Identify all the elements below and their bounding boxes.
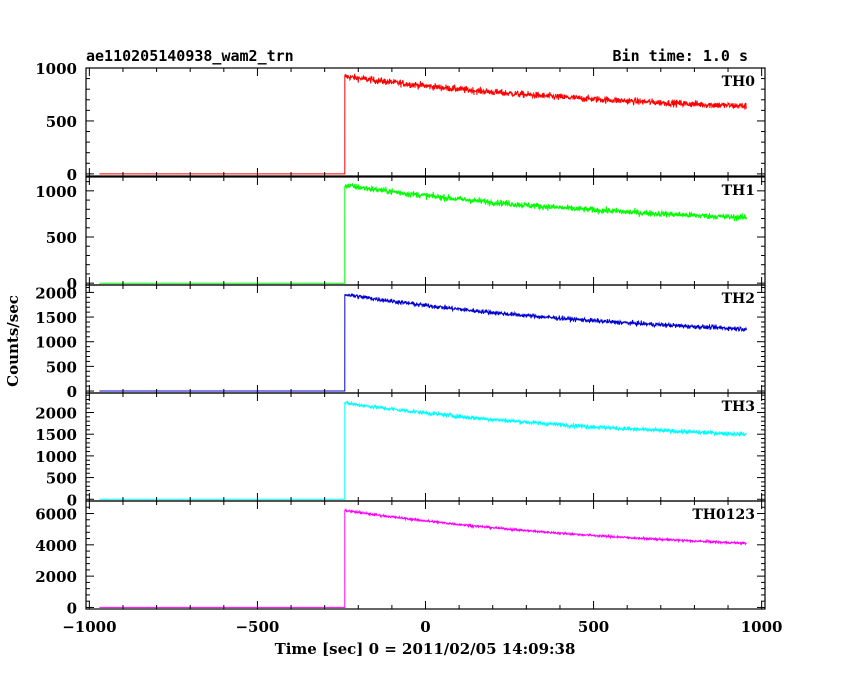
panel-label-th0123: TH0123: [692, 507, 755, 523]
y-tick-label: 6000: [35, 506, 77, 524]
y-tick-label: 0: [67, 491, 77, 509]
panel-label-th0: TH0: [722, 74, 756, 90]
y-tick-label: 0: [67, 383, 77, 401]
panels-group: 0 500 1000 TH0 0 500 1000 TH1 0 500 1000 1500 2000 TH…: [35, 60, 782, 636]
x-tick-label: 1000: [741, 618, 783, 636]
panel-label-th3: TH3: [722, 399, 755, 415]
panel-frame: [85, 284, 766, 394]
panel-label-th2: TH2: [722, 291, 755, 307]
y-tick-label: 500: [46, 229, 77, 247]
y-tick-label: 2000: [35, 405, 77, 423]
panel-th1: 0 500 1000 TH1: [35, 176, 766, 293]
x-tick-label: −500: [235, 618, 279, 636]
y-tick-label: 0: [67, 599, 77, 617]
bin-time-label: Bin time: 1.0 s: [613, 47, 748, 65]
y-tick-label: 1000: [35, 448, 77, 466]
y-tick-label: 500: [46, 470, 77, 488]
panel-th2: 0 500 1000 1500 2000 TH2: [35, 284, 766, 401]
x-tick-label: −1000: [62, 618, 116, 636]
series-line-th2: [99, 292, 748, 392]
series-line-th0: [99, 73, 747, 175]
y-tick-label: 500: [46, 358, 77, 376]
y-tick-label: 1500: [35, 426, 77, 444]
series-line-th0123: [99, 508, 747, 608]
y-tick-label: 500: [46, 113, 77, 131]
panel-th0: 0 500 1000 TH0: [35, 60, 766, 184]
y-tick-label: 4000: [35, 537, 77, 555]
y-tick-label: 0: [67, 275, 77, 293]
panel-frame: [85, 500, 766, 610]
y-tick-label: 1000: [35, 183, 77, 201]
y-tick-label: 1000: [35, 60, 77, 78]
x-tick-label: 0: [420, 618, 430, 636]
panel-frame: [85, 392, 766, 502]
panel-label-th1: TH1: [722, 183, 755, 199]
panel-th3: 0 500 1000 1500 2000 TH3: [35, 392, 766, 509]
y-tick-label: 1000: [35, 334, 77, 352]
y-axis-label: Counts/sec: [4, 295, 22, 387]
panel-frame: [85, 67, 766, 177]
y-tick-label: 2000: [35, 284, 77, 302]
series-line-th1: [99, 183, 748, 284]
y-tick-label: 2000: [35, 568, 77, 586]
panel-frame: [85, 176, 766, 286]
chart-title: ae110205140938_wam2_trn: [86, 47, 294, 65]
series-line-th3: [99, 400, 747, 500]
panel-th0123: 0 2000 4000 6000 TH0123: [35, 500, 766, 617]
y-tick-label: 0: [67, 166, 77, 184]
y-tick-label: 1500: [35, 309, 77, 327]
x-tick-label: 500: [578, 618, 609, 636]
x-axis-label: Time [sec] 0 = 2011/02/05 14:09:38: [275, 640, 576, 658]
